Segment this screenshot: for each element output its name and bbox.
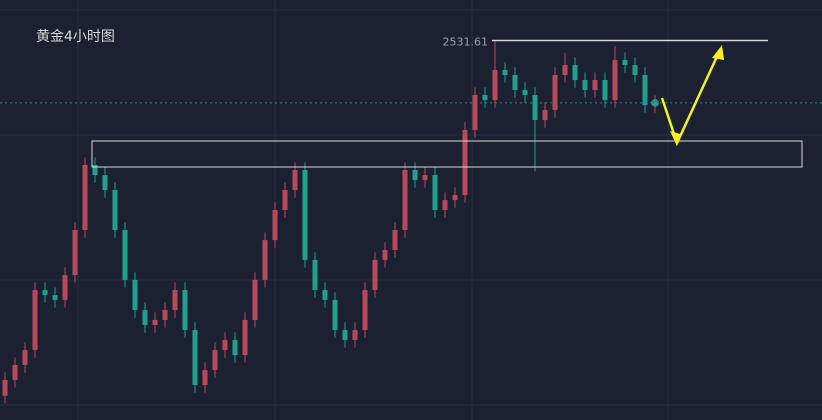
candle-body	[92, 164, 98, 176]
candle-body	[392, 230, 398, 251]
candle-body	[602, 80, 608, 101]
candle-body	[152, 319, 158, 326]
candle-body	[192, 330, 198, 386]
candle-body	[142, 310, 148, 326]
candle-body	[52, 295, 58, 300]
candle-body	[612, 60, 618, 101]
candle-body	[312, 259, 318, 291]
candle-body	[292, 169, 298, 190]
candle-body	[102, 175, 108, 190]
candle-body	[342, 330, 348, 340]
level-label: 2531.61	[443, 35, 489, 48]
candle-body	[262, 240, 268, 280]
candle-body	[12, 365, 18, 380]
candle-body	[162, 310, 168, 320]
candle-body	[22, 350, 28, 366]
candle-body	[332, 299, 338, 331]
candle-body	[42, 290, 48, 296]
candle-body	[542, 109, 548, 121]
candle-body	[522, 89, 528, 95]
arrow-head-up	[712, 45, 724, 60]
chart-title: 黄金4小时图	[36, 28, 115, 45]
candle-body	[372, 259, 378, 291]
candle-body	[512, 74, 518, 90]
candle-body	[252, 279, 258, 320]
candle-body	[112, 189, 118, 231]
candle-body	[482, 94, 488, 101]
candle-body	[202, 370, 208, 386]
candle-body	[452, 195, 458, 201]
candle-body	[302, 169, 308, 260]
candle-body	[132, 279, 138, 311]
candle-body	[2, 379, 8, 396]
last-price-dot	[651, 98, 659, 107]
candle-body	[502, 69, 508, 75]
candle-body	[182, 290, 188, 331]
candle-body	[352, 330, 358, 340]
candle-body	[432, 175, 438, 210]
candle-body	[62, 275, 68, 300]
candle-body	[622, 60, 628, 66]
candles: 2531.61	[0, 35, 822, 404]
candle-body	[222, 339, 228, 351]
candle-body	[232, 339, 238, 356]
candle-body	[472, 94, 478, 130]
candle-body	[422, 175, 428, 181]
candle-body	[382, 250, 388, 260]
candle-body	[592, 80, 598, 90]
candle-body	[642, 74, 648, 106]
candle-body	[272, 210, 278, 241]
candle-body	[572, 65, 578, 81]
candle-body	[242, 319, 248, 356]
candle-body	[402, 169, 408, 231]
candle-body	[212, 350, 218, 371]
candle-body	[532, 94, 538, 121]
candle-body	[362, 290, 368, 331]
candle-body	[72, 230, 78, 276]
candle-body	[442, 200, 448, 210]
candle-body	[322, 290, 328, 300]
candle-body	[282, 189, 288, 210]
candle-body	[582, 80, 588, 90]
candle-body	[412, 169, 418, 181]
candle-body	[632, 65, 638, 75]
arrow-head-down	[670, 131, 680, 146]
candle-body	[462, 129, 468, 196]
zone-box	[91, 140, 803, 168]
candle-body	[82, 164, 88, 231]
candle-body	[32, 290, 38, 351]
candle-body	[492, 69, 498, 101]
candle-body	[172, 290, 178, 311]
candle-body	[562, 65, 568, 75]
candle-body	[122, 230, 128, 280]
candle-body	[552, 74, 558, 110]
